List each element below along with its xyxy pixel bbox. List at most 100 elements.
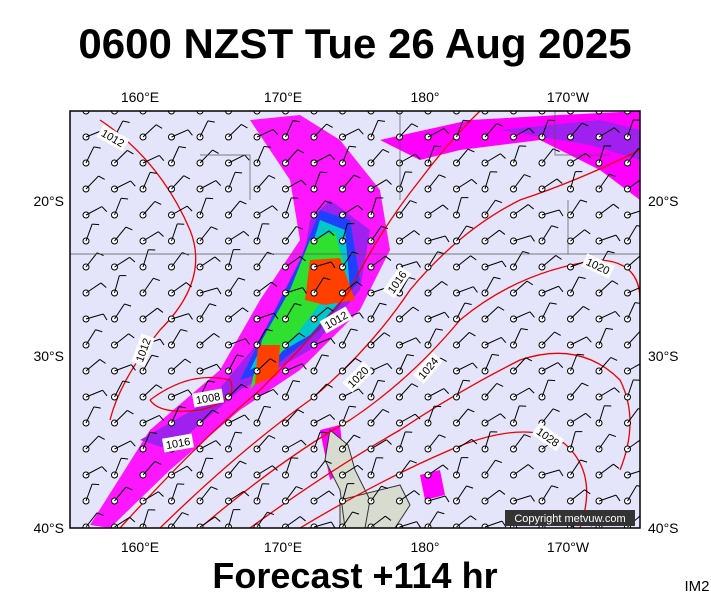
- isobar-label-box: [342, 361, 374, 393]
- barb-feather: [353, 434, 361, 439]
- barb-staff: [114, 256, 130, 268]
- barb-staff: [399, 383, 413, 398]
- barb-staff: [484, 413, 501, 424]
- wind-barb: [367, 179, 392, 193]
- barb-staff: [370, 485, 382, 502]
- wind-barb: [339, 174, 361, 193]
- barb-staff: [85, 483, 93, 502]
- wind-barb: [225, 249, 241, 271]
- barb-staff: [513, 387, 530, 398]
- wind-barb: [310, 123, 333, 141]
- barb-feather: [326, 123, 333, 128]
- barb-staff: [199, 303, 210, 320]
- barb-feather: [158, 415, 165, 422]
- wind-barb: [225, 230, 250, 245]
- barb-feather: [496, 122, 504, 127]
- barb-feather: [615, 494, 621, 502]
- wind-barb: [310, 277, 331, 297]
- barb-feather: [244, 338, 250, 345]
- barb-staff: [370, 120, 379, 138]
- barb-feather: [328, 490, 335, 496]
- wind-barb: [282, 457, 299, 479]
- wind-barb: [595, 145, 612, 167]
- wind-barb: [168, 512, 189, 528]
- barb-feather: [92, 223, 100, 226]
- wind-barb: [196, 226, 218, 245]
- barb-staff: [456, 111, 458, 112]
- barb-feather: [326, 383, 333, 388]
- wind-barb: [139, 200, 162, 219]
- barb-feather: [605, 327, 614, 330]
- barb-staff: [285, 486, 297, 502]
- wind-barb: [481, 520, 507, 528]
- wind-barb: [453, 457, 469, 479]
- barb-feather: [185, 99, 191, 103]
- barb-feather: [527, 464, 534, 470]
- wind-barb: [282, 409, 305, 427]
- barb-feather: [215, 180, 222, 186]
- wind-barb: [624, 119, 640, 141]
- wind-barb: [225, 171, 243, 193]
- barb-feather: [416, 261, 421, 268]
- barb-staff: [114, 516, 130, 528]
- barb-staff: [484, 199, 496, 216]
- wind-barb: [225, 414, 250, 427]
- isobar-label: 1016: [162, 433, 194, 453]
- barb-feather: [611, 280, 619, 285]
- barb-staff: [256, 358, 271, 372]
- lon-label: 170°W: [547, 539, 590, 555]
- wind-barb: [196, 120, 215, 141]
- wind-barb: [624, 470, 640, 479]
- wind-barb: [139, 384, 163, 401]
- barb-staff: [85, 512, 98, 528]
- barb-feather: [100, 282, 107, 288]
- barb-feather: [121, 197, 129, 200]
- wind-barb: [510, 387, 535, 401]
- wind-barb: [595, 463, 620, 479]
- barb-staff: [199, 363, 217, 372]
- wind-barb: [510, 174, 531, 193]
- barb-staff: [541, 379, 549, 398]
- barb-staff: [285, 197, 292, 216]
- barb-staff: [228, 111, 230, 112]
- barb-staff: [142, 414, 160, 424]
- wind-barb: [567, 431, 583, 453]
- barb-feather: [296, 226, 303, 230]
- barb-feather: [615, 234, 621, 242]
- wind-barb: [538, 331, 561, 349]
- barb-feather: [296, 486, 303, 490]
- barb-staff: [199, 457, 207, 476]
- barb-staff: [484, 229, 500, 242]
- wind-barb: [510, 204, 534, 219]
- lat-label: 40°S: [33, 520, 64, 536]
- barb-feather: [377, 379, 386, 382]
- barb-staff: [627, 255, 640, 268]
- barb-feather: [499, 229, 506, 235]
- barb-feather: [292, 120, 300, 123]
- wind-barb: [510, 311, 535, 323]
- wind-barb: [367, 255, 392, 271]
- wind-barb: [139, 509, 156, 528]
- barb-feather: [269, 358, 277, 363]
- barb-staff: [484, 277, 495, 294]
- barb-staff: [399, 261, 417, 268]
- wind-barb: [396, 153, 421, 167]
- wind-barb: [567, 229, 591, 245]
- barb-feather: [500, 337, 507, 344]
- barb-feather: [578, 276, 586, 279]
- barb-staff: [171, 111, 173, 112]
- isobar-label-box: [162, 433, 194, 453]
- barb-station: [367, 523, 375, 528]
- wind-barb: [82, 252, 104, 271]
- barb-staff: [570, 229, 585, 242]
- barb-feather: [93, 146, 101, 149]
- wind-barb: [339, 511, 360, 528]
- wind-barb: [453, 331, 476, 349]
- wind-barb: [453, 197, 469, 219]
- barb-feather: [611, 97, 617, 100]
- barb-feather: [302, 287, 307, 294]
- barb-feather: [328, 230, 335, 236]
- barb-staff: [427, 464, 444, 476]
- wind-barb: [225, 460, 247, 479]
- barb-feather: [349, 405, 357, 408]
